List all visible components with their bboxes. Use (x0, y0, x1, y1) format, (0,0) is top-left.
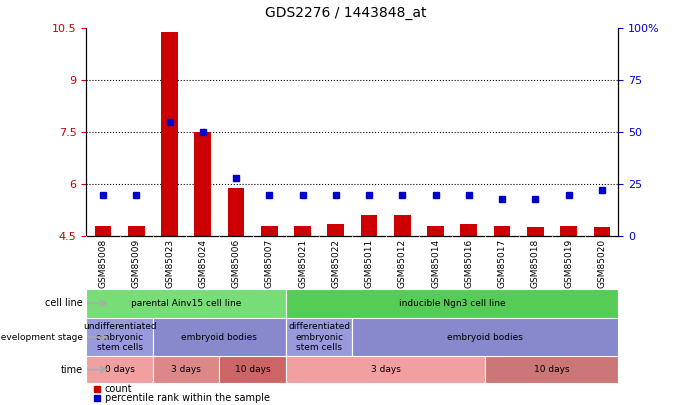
Text: embryoid bodies: embryoid bodies (182, 333, 257, 342)
Bar (286, 289, 618, 318)
Text: GSM85012: GSM85012 (398, 239, 407, 288)
Text: 10 days: 10 days (534, 365, 570, 374)
Text: undifferentiated
embryonic
stem cells: undifferentiated embryonic stem cells (83, 322, 156, 352)
Text: inducible Ngn3 cell line: inducible Ngn3 cell line (399, 299, 506, 308)
Bar (86, 318, 153, 356)
Bar (560, 226, 577, 236)
Bar (220, 356, 286, 383)
Text: GSM85018: GSM85018 (531, 239, 540, 288)
Bar (261, 226, 278, 236)
Text: GSM85020: GSM85020 (597, 239, 606, 288)
Bar (427, 226, 444, 236)
Text: GSM85008: GSM85008 (99, 239, 108, 288)
Bar (153, 356, 220, 383)
Bar (86, 289, 286, 318)
Text: GSM85021: GSM85021 (298, 239, 307, 288)
Bar (352, 318, 618, 356)
Text: GDS2276 / 1443848_at: GDS2276 / 1443848_at (265, 6, 426, 20)
Text: GSM85022: GSM85022 (331, 239, 340, 288)
Text: GSM85007: GSM85007 (265, 239, 274, 288)
Text: GSM85014: GSM85014 (431, 239, 440, 288)
Bar (86, 356, 153, 383)
Bar (594, 228, 610, 236)
Bar (494, 226, 511, 236)
Text: GSM85017: GSM85017 (498, 239, 507, 288)
Bar (294, 226, 311, 236)
Bar (128, 226, 144, 236)
Bar (394, 215, 410, 236)
Text: GSM85006: GSM85006 (231, 239, 240, 288)
Bar (460, 224, 477, 236)
Bar (286, 318, 352, 356)
Text: parental Ainv15 cell line: parental Ainv15 cell line (131, 299, 241, 308)
Bar (328, 224, 344, 236)
Text: development stage: development stage (0, 333, 83, 342)
Text: differentiated
embryonic
stem cells: differentiated embryonic stem cells (288, 322, 350, 352)
Text: GSM85011: GSM85011 (365, 239, 374, 288)
Bar (527, 228, 544, 236)
Text: 3 days: 3 days (171, 365, 201, 374)
Bar (194, 132, 211, 236)
Bar (153, 318, 286, 356)
Text: count: count (105, 384, 133, 394)
Text: GSM85016: GSM85016 (464, 239, 473, 288)
Text: 0 days: 0 days (105, 365, 135, 374)
Text: 3 days: 3 days (371, 365, 401, 374)
Bar (485, 356, 618, 383)
Text: percentile rank within the sample: percentile rank within the sample (105, 393, 270, 403)
Text: 10 days: 10 days (235, 365, 270, 374)
Text: GSM85019: GSM85019 (564, 239, 573, 288)
Text: time: time (61, 364, 83, 375)
Bar (361, 215, 377, 236)
Bar (161, 32, 178, 236)
Text: cell line: cell line (45, 298, 83, 308)
Text: GSM85009: GSM85009 (132, 239, 141, 288)
Text: GSM85023: GSM85023 (165, 239, 174, 288)
Text: embryoid bodies: embryoid bodies (448, 333, 523, 342)
Bar (95, 226, 111, 236)
Bar (228, 188, 245, 236)
Bar (286, 356, 485, 383)
Text: GSM85024: GSM85024 (198, 239, 207, 288)
